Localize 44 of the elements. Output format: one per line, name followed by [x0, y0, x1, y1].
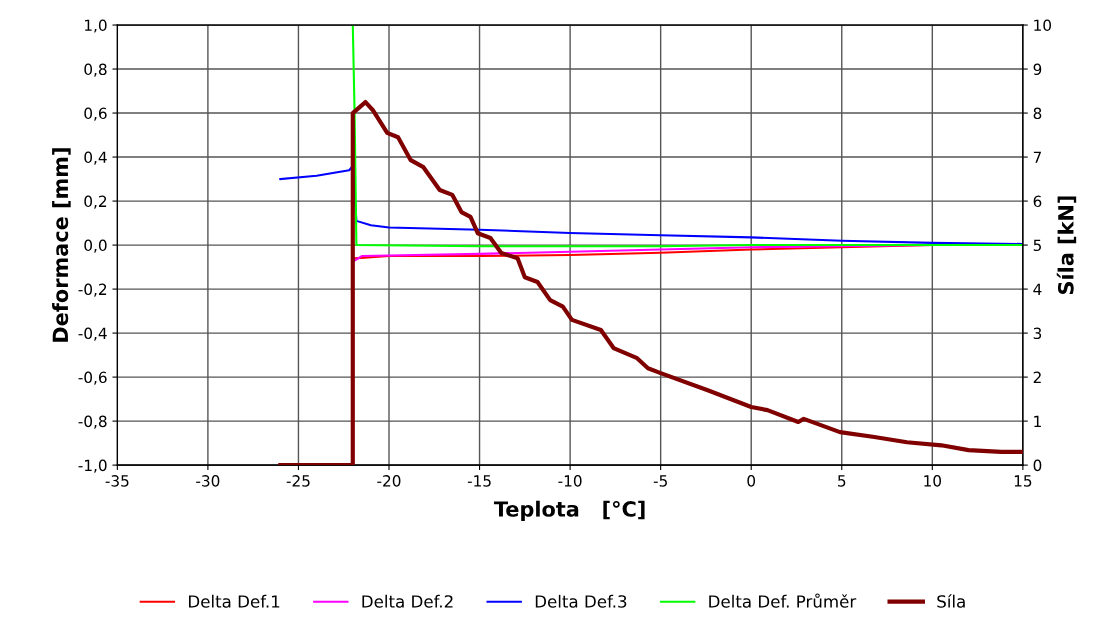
legend-label: Síla	[937, 594, 965, 608]
y-tick-label: 0,2	[84, 195, 107, 209]
x-axis-title: Teplota [°C]	[493, 500, 645, 521]
x-tick-label: -5	[653, 475, 667, 487]
legend-label: Delta Def.1	[189, 594, 280, 608]
line-series	[279, 164, 1023, 246]
y2-tick-label: 4	[1033, 283, 1042, 295]
legend-label: Delta Def.2	[362, 594, 453, 608]
y-tick-label: -0,4	[78, 327, 107, 341]
line-series	[351, 25, 1023, 248]
y2-tick-label: 0	[1033, 459, 1042, 472]
x-tick-label: 15	[1014, 475, 1032, 487]
y-tick-label: 0,4	[84, 151, 107, 165]
y-tick-label: 0,6	[84, 107, 107, 121]
x-tick-label: 10	[924, 475, 942, 487]
y-tick-label: -0,6	[78, 371, 107, 385]
x-tick-label: -10	[558, 475, 582, 487]
y-axis-title: Deformace [mm]	[52, 148, 71, 342]
x-tick-label: -20	[377, 475, 401, 487]
x-tick-label: -30	[196, 475, 220, 487]
y2-tick-label: 5	[1033, 239, 1041, 252]
y2-tick-label: 10	[1034, 19, 1052, 32]
line-series	[278, 99, 1023, 466]
y2-tick-label: 7	[1033, 151, 1042, 163]
legend-label: Delta Def. Průměr	[709, 593, 857, 608]
x-tick-label: 5	[838, 475, 846, 487]
y2-axis-title: Síla [kN]	[1056, 196, 1077, 295]
y-tick-label: -0,2	[78, 283, 107, 297]
x-tick-label: 0	[747, 475, 756, 487]
y2-tick-label: 8	[1033, 107, 1042, 120]
x-tick-label: -35	[105, 475, 129, 487]
y-tick-label: -0,8	[78, 415, 107, 429]
y-tick-label: 0,0	[84, 239, 107, 253]
x-tick-label: -15	[467, 475, 491, 487]
y2-tick-label: 1	[1034, 415, 1041, 427]
y-tick-label: -1,0	[78, 459, 107, 473]
y2-tick-label: 9	[1033, 63, 1042, 76]
y-tick-label: 0,8	[84, 63, 107, 77]
legend-label: Delta Def.3	[535, 594, 627, 608]
x-tick-label: -25	[286, 475, 310, 487]
y2-tick-label: 2	[1033, 371, 1041, 383]
y2-tick-label: 3	[1033, 327, 1042, 340]
y2-tick-label: 6	[1033, 195, 1042, 208]
y-tick-label: 1,0	[85, 19, 107, 33]
